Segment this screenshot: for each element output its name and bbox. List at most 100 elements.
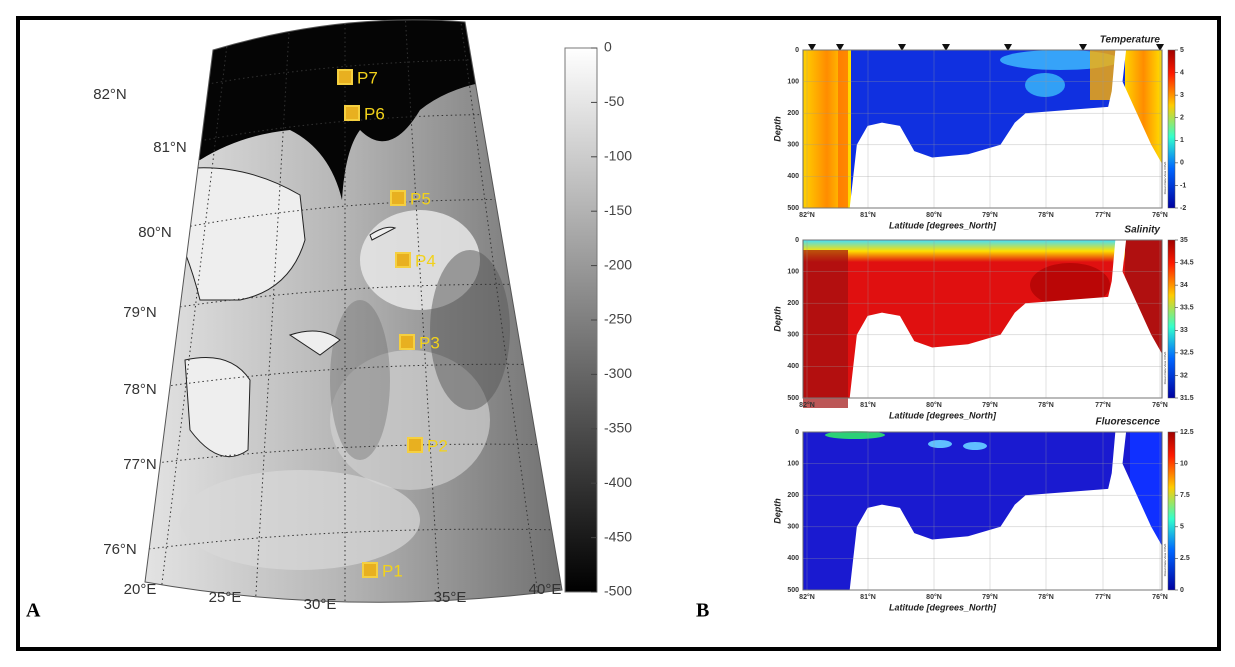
colorbar-label: 32.5 — [1180, 350, 1194, 357]
panel-label: B — [696, 600, 709, 622]
field — [803, 240, 1162, 262]
station-marker — [399, 334, 415, 350]
x-tick-label: 77°N — [1095, 593, 1111, 601]
lon-label: 30°E — [304, 596, 337, 613]
colorbar-label: -450 — [604, 528, 632, 544]
depth-tick-label: 0 — [795, 237, 799, 244]
colorbar-label: -200 — [604, 256, 632, 272]
depth-tick-label: 500 — [787, 205, 799, 212]
field — [825, 431, 885, 439]
depth-tick-label: 100 — [787, 460, 799, 467]
depth-tick-label: 0 — [795, 429, 799, 436]
colorbar-label: 0 — [1180, 587, 1184, 594]
section-title: Fluorescence — [1096, 417, 1161, 428]
depth-tick-label: 300 — [787, 332, 799, 339]
lat-label: 80°N — [138, 224, 172, 241]
x-axis-label: Latitude [degrees_North] — [889, 220, 997, 230]
colorbar-label: 34 — [1180, 282, 1188, 289]
x-tick-label: 79°N — [982, 401, 998, 409]
station-label: P2 — [427, 436, 448, 455]
colorbar-label: -50 — [604, 93, 624, 109]
y-axis-label: Depth — [772, 306, 782, 332]
colorbar-label: 31.5 — [1180, 395, 1194, 402]
station-label: P6 — [364, 104, 385, 123]
x-tick-label: 80°N — [926, 401, 942, 409]
field — [1025, 73, 1065, 97]
colorbar-label: 7.5 — [1180, 492, 1190, 499]
depth-tick-label: 400 — [787, 173, 799, 180]
depth-tick-label: 300 — [787, 524, 799, 531]
station-marker — [344, 105, 360, 121]
x-tick-label: 79°N — [982, 593, 998, 601]
colorbar-label: 32 — [1180, 372, 1188, 379]
colorbar-label: -150 — [604, 202, 632, 218]
lat-label: 76°N — [103, 541, 137, 558]
field — [1030, 263, 1110, 307]
x-tick-label: 80°N — [926, 593, 942, 601]
x-tick-label: 77°N — [1095, 401, 1111, 409]
lat-label: 81°N — [153, 139, 187, 156]
colorbar-label: -250 — [604, 311, 632, 327]
colorbar-label: -400 — [604, 474, 632, 490]
depth-tick-label: 500 — [787, 395, 799, 402]
station-triangle — [808, 44, 816, 51]
x-tick-label: 81°N — [860, 211, 876, 219]
station-marker — [407, 437, 423, 453]
depth-tick-label: 200 — [787, 300, 799, 307]
x-tick-label: 82°N — [799, 401, 815, 409]
colorbar-label: 34.5 — [1180, 259, 1194, 266]
colorbar-label: 35 — [1180, 237, 1188, 244]
x-tick-label: 78°N — [1038, 401, 1054, 409]
lat-label: 82°N — [93, 86, 127, 103]
colorbar-label: -500 — [604, 583, 632, 599]
depth-tick-label: 100 — [787, 78, 799, 85]
x-tick-label: 76°N — [1152, 211, 1168, 219]
x-axis-label: Latitude [degrees_North] — [889, 410, 997, 420]
lon-label: 20°E — [124, 581, 157, 598]
depth-tick-label: 100 — [787, 268, 799, 275]
x-tick-label: 79°N — [982, 211, 998, 219]
colorbar-label: 12.5 — [1180, 429, 1194, 436]
depth-tick-label: 500 — [787, 587, 799, 594]
x-tick-label: 82°N — [799, 593, 815, 601]
station-triangle — [1079, 44, 1087, 51]
depth-tick-label: 300 — [787, 142, 799, 149]
depth-tick-label: 400 — [787, 363, 799, 370]
station-label: P3 — [419, 333, 440, 352]
seafloor — [849, 50, 1162, 208]
station-triangle — [1004, 44, 1012, 51]
panel-label: A — [26, 600, 41, 622]
x-tick-label: 78°N — [1038, 593, 1054, 601]
x-tick-label: 81°N — [860, 593, 876, 601]
colorbar — [1167, 49, 1176, 209]
x-tick-label: 76°N — [1152, 593, 1168, 601]
field — [803, 250, 848, 408]
station-triangle — [1156, 44, 1164, 51]
colorbar-label: 33.5 — [1180, 305, 1194, 312]
lat-label: 79°N — [123, 304, 157, 321]
station-triangle — [836, 44, 844, 51]
colorbar — [1167, 431, 1176, 591]
seafloor — [849, 432, 1162, 590]
colorbar-label: 10 — [1180, 460, 1188, 467]
section-title: Salinity — [1124, 225, 1160, 236]
colorbar-label: -350 — [604, 420, 632, 436]
station-label: P5 — [410, 189, 431, 208]
x-tick-label: 80°N — [926, 211, 942, 219]
y-axis-label: Depth — [772, 116, 782, 142]
x-axis-label: Latitude [degrees_North] — [889, 602, 997, 612]
colorbar-label: 0 — [604, 39, 612, 55]
colorbar-label: -300 — [604, 365, 632, 381]
x-tick-label: 81°N — [860, 401, 876, 409]
lat-label: 78°N — [123, 381, 157, 398]
field — [838, 50, 848, 208]
station-triangle — [942, 44, 950, 51]
frame — [16, 16, 1221, 651]
station-label: P7 — [357, 68, 378, 87]
colorbar-label: 2 — [1180, 115, 1184, 122]
credit: Ocean Data View / DIVA — [1163, 162, 1167, 195]
